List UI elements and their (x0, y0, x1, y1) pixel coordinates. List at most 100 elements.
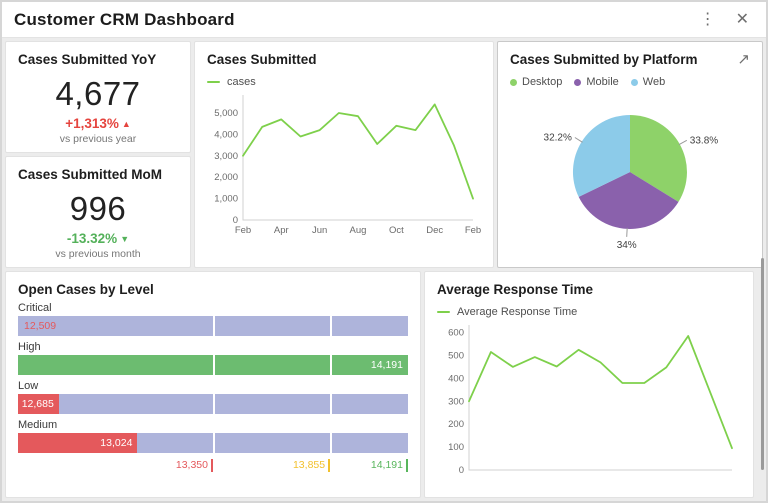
y-tick-label: 200 (448, 419, 464, 430)
kpi-mom-caption: vs previous month (55, 248, 141, 260)
cases-submitted-card: Cases Submitted cases 0 1,000 2,000 3,000 4,… (194, 41, 494, 268)
series-line (468, 335, 733, 450)
avg-response-line-chart: 0 100 200 300 400 500 600 (448, 325, 733, 476)
kpi-mom-delta-text: -13.32% (66, 231, 118, 246)
avg-response-legend[interactable]: Average Response Time (437, 306, 741, 318)
axis (468, 325, 732, 471)
x-tick-label: Oct (389, 225, 404, 236)
cases-submitted-title: Cases Submitted (207, 52, 317, 67)
expand-icon[interactable]: ↗ (737, 51, 750, 68)
legend-label-web[interactable]: Web (642, 76, 666, 88)
axis-tick-label: 14,191 (370, 459, 403, 471)
kpi-card-mom: Cases Submitted MoM 996 -13.32% ▼ vs prev… (5, 156, 191, 268)
cases-submitted-line-chart: 0 1,000 2,000 3,000 4,000 5,000 Feb Apr Jun Aug Oc… (214, 95, 481, 236)
bullet-band-separator (330, 355, 333, 375)
bullet-bar (18, 394, 59, 414)
axis-tick (211, 459, 213, 472)
axis-tick-label: 13,855 (292, 459, 326, 471)
kpi-mom-title: Cases Submitted MoM (18, 167, 163, 182)
axis-tick (328, 459, 331, 472)
bullet-bar (18, 433, 138, 453)
bullet-axis: 13,350 13,855 14,191 (18, 458, 408, 476)
delta-down-icon: ▼ (120, 234, 130, 244)
label-leader-line (574, 137, 583, 143)
y-tick-label: 4,000 (214, 129, 238, 140)
pie-slice-desktop (630, 115, 687, 202)
bullet-row-label: Critical (18, 302, 52, 314)
bullet-band-separator (330, 394, 333, 414)
legend-line-swatch (207, 81, 220, 83)
bullet-row-label: Medium (18, 419, 58, 431)
kpi-yoy-value: 4,677 (55, 75, 141, 112)
y-tick-label: 500 (448, 350, 464, 361)
platform-pie-legend: Desktop Mobile Web (510, 76, 750, 88)
page-title: Customer CRM Dashboard (14, 9, 235, 29)
kpi-mom-delta: -13.32% ▼ (18, 231, 178, 246)
bullet-track: 12,509 (18, 316, 408, 336)
y-tick-label: 100 (448, 442, 464, 453)
kpi-yoy-delta-text: +1,313% (65, 116, 119, 131)
y-tick-label: 600 (448, 328, 464, 339)
legend-dot-web (630, 78, 638, 86)
avg-response-card: Average Response Time Average Response T… (424, 271, 754, 498)
bullet-row: High 14,191 (18, 341, 408, 375)
bullet-row-label: High (18, 341, 41, 353)
kpi-yoy-delta: +1,313% ▲ (18, 116, 178, 131)
open-cases-bullet-chart: Critical 12,509 High 14,191 Low 12,685 Medium 1… (18, 302, 408, 476)
bullet-value: 13,024 (100, 437, 133, 449)
x-tick-label: Apr (274, 225, 289, 236)
slice-pct-label: 32.2% (544, 133, 572, 144)
kpi-card-yoy: Cases Submitted YoY 4,677 +1,313% ▲ vs pr… (5, 41, 191, 153)
bullet-value: 12,509 (24, 320, 57, 332)
bullet-band-separator (213, 355, 215, 375)
x-tick-label: Feb (235, 225, 251, 236)
close-icon[interactable]: ✕ (731, 10, 754, 30)
y-tick-label: 2,000 (214, 172, 238, 183)
bullet-row: Medium 13,024 (18, 419, 408, 453)
delta-up-icon: ▲ (121, 119, 131, 129)
kpi-yoy-title: Cases Submitted YoY (18, 52, 157, 67)
x-tick-label: Feb (465, 225, 481, 236)
pie-card-header: Cases Submitted by Platform ↗ (510, 52, 750, 67)
vertical-scrollbar[interactable] (761, 258, 764, 470)
bullet-value: 14,191 (370, 359, 403, 371)
x-tick-label: Jun (312, 225, 327, 236)
platform-pie-chart: 33.8% 34% 32.2% (544, 114, 718, 248)
kpi-mom-value: 996 (69, 190, 127, 227)
slice-pct-label: 33.8% (690, 135, 718, 146)
legend-dot-mobile (574, 78, 582, 86)
open-cases-title: Open Cases by Level (18, 282, 154, 297)
series-line (242, 103, 474, 200)
label-leader-line (678, 139, 688, 146)
kebab-menu-icon[interactable]: ⋮ (695, 10, 721, 30)
axis-tick (406, 459, 408, 472)
legend-dot-desktop (510, 78, 517, 86)
top-row: Cases Submitted YoY 4,677 +1,313% ▲ vs pr… (5, 41, 763, 268)
legend-label: cases (227, 76, 256, 88)
platform-pie-title: Cases Submitted by Platform (510, 52, 698, 67)
bullet-track: 14,191 (18, 355, 408, 375)
bullet-band-separator (213, 316, 215, 336)
y-tick-label: 400 (448, 373, 464, 384)
kpi-column: Cases Submitted YoY 4,677 +1,313% ▲ vs pr… (5, 41, 191, 268)
dashboard-header: Customer CRM Dashboard ⋮ ✕ (2, 2, 766, 38)
y-tick-label: 300 (448, 396, 464, 407)
pie-slice-mobile (578, 172, 679, 229)
open-cases-card: Open Cases by Level Critical 12,509 High 14… (5, 271, 421, 498)
y-tick-label: 0 (459, 465, 464, 476)
legend-label: Average Response Time (457, 306, 578, 318)
bullet-row-label: Low (18, 380, 39, 392)
pie-slice-web (572, 114, 630, 197)
bullet-row: Low 12,685 (18, 380, 408, 414)
platform-pie-card: Cases Submitted by Platform ↗ Desktop Mo… (497, 41, 763, 268)
bottom-row: Open Cases by Level Critical 12,509 High 14… (5, 271, 763, 498)
cases-submitted-legend[interactable]: cases (207, 76, 481, 88)
bullet-band-separator (213, 433, 215, 453)
legend-label-desktop[interactable]: Desktop (522, 76, 563, 88)
label-leader-line (626, 227, 628, 237)
bullet-band-separator (213, 394, 215, 414)
bullet-band-separator (330, 433, 333, 453)
x-tick-label: Aug (350, 225, 367, 236)
legend-label-mobile[interactable]: Mobile (586, 76, 619, 88)
